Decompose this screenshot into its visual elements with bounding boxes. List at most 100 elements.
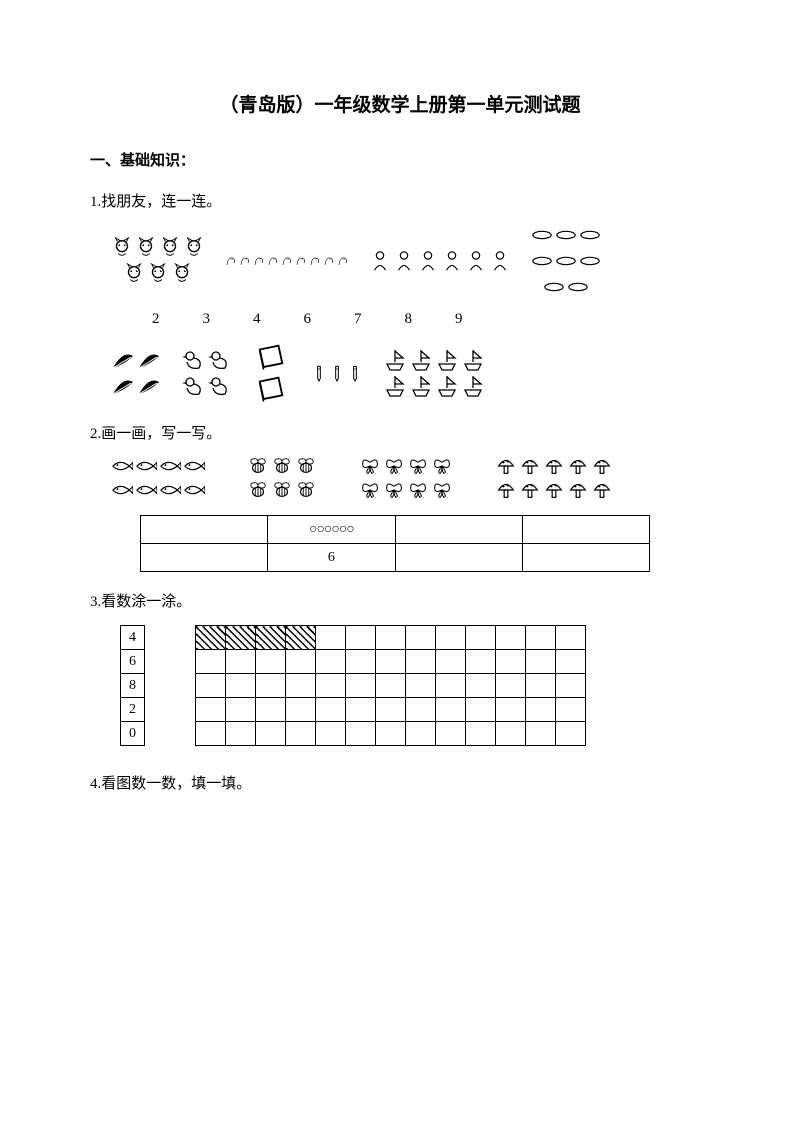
cell: [141, 544, 268, 572]
grid-cell: [316, 650, 346, 674]
grid-cell: [466, 626, 496, 650]
question-3: 3.看数涂一涂。 46820: [90, 590, 710, 746]
grid-cell: [496, 698, 526, 722]
q3-number-cell: 4: [121, 626, 145, 650]
grid-cell: [406, 698, 436, 722]
q4-label: 4.看图数一数，填一填。: [90, 772, 710, 793]
cell: [395, 516, 522, 544]
q1-number: 8: [405, 311, 413, 328]
grid-cell: [526, 626, 556, 650]
grid-cell: [526, 650, 556, 674]
grid-cell: [346, 626, 376, 650]
grid-cell: [196, 722, 226, 746]
cell: [141, 516, 268, 544]
grid-cell: [376, 698, 406, 722]
question-1: 1.找朋友，连一连。 2346789: [90, 190, 710, 404]
grid-cell: [556, 626, 586, 650]
plates-icon: [530, 223, 602, 299]
q1-label: 1.找朋友，连一连。: [90, 190, 710, 211]
page-title: （青岛版）一年级数学上册第一单元测试题: [90, 90, 710, 117]
grid-cell: [376, 674, 406, 698]
table-row: 6: [141, 544, 650, 572]
grid-cell: [316, 722, 346, 746]
grid-cell: [256, 626, 286, 650]
grid-cell: [526, 722, 556, 746]
grid-cell: [526, 698, 556, 722]
grid-cell: [436, 698, 466, 722]
grid-cell: [286, 722, 316, 746]
q2-label: 2.画一画，写一写。: [90, 422, 710, 443]
grid-cell: [256, 674, 286, 698]
grid-cell: [556, 674, 586, 698]
grid-cell: [316, 674, 346, 698]
grid-cell: [466, 722, 496, 746]
grid-cell: [226, 674, 256, 698]
grid-cell: [256, 698, 286, 722]
cell: [395, 544, 522, 572]
grid-cell: [496, 674, 526, 698]
cell: ○○○○○○: [268, 516, 395, 544]
cell: [522, 516, 649, 544]
boats-icon: [382, 348, 486, 398]
q3-label: 3.看数涂一涂。: [90, 590, 710, 611]
q1-number: 6: [304, 311, 312, 328]
bees-icon: [246, 455, 318, 501]
ducks-icon: [180, 348, 232, 398]
grid-cell: [346, 698, 376, 722]
grid-cell: [376, 722, 406, 746]
q2-answer-table: ○○○○○○ 6: [140, 515, 650, 572]
q1-number: 2: [152, 311, 160, 328]
grid-cell: [406, 650, 436, 674]
question-4: 4.看图数一数，填一填。: [90, 772, 710, 793]
grid-cell: [556, 650, 586, 674]
grid-cell: [226, 650, 256, 674]
grid-cell: [376, 650, 406, 674]
grid-cell: [196, 674, 226, 698]
q3-grid: [195, 625, 586, 746]
grid-cell: [436, 722, 466, 746]
section-1-header: 一、基础知识：: [90, 149, 710, 170]
shrimps-icon: [224, 249, 350, 273]
q3-number-cell: 8: [121, 674, 145, 698]
grid-cell: [286, 674, 316, 698]
grid-cell: [556, 722, 586, 746]
grid-cell: [436, 674, 466, 698]
grid-cell: [346, 650, 376, 674]
grid-cell: [406, 722, 436, 746]
grid-cell: [526, 674, 556, 698]
q3-number-cell: 6: [121, 650, 145, 674]
grid-cell: [196, 626, 226, 650]
q3-number-cell: 2: [121, 698, 145, 722]
question-2: 2.画一画，写一写。 ○○○○○○ 6: [90, 422, 710, 572]
q2-image-row: [110, 455, 710, 501]
butterflies-icon: [358, 455, 454, 501]
grid-cell: [256, 722, 286, 746]
cell: [522, 544, 649, 572]
grid-cell: [556, 698, 586, 722]
grid-cell: [196, 698, 226, 722]
q3-number-column: 46820: [120, 625, 145, 746]
grid-cell: [346, 722, 376, 746]
grid-cell: [376, 626, 406, 650]
q1-number: 9: [455, 311, 463, 328]
grid-cell: [226, 722, 256, 746]
fish-icon: [110, 455, 206, 501]
grid-cell: [406, 674, 436, 698]
cell: 6: [268, 544, 395, 572]
cats-icon: [110, 236, 206, 286]
q1-bottom-row: [110, 342, 710, 404]
grid-cell: [316, 698, 346, 722]
q1-number-row: 2346789: [152, 311, 710, 328]
grid-cell: [406, 626, 436, 650]
grid-cell: [226, 626, 256, 650]
grid-cell: [466, 674, 496, 698]
grid-cell: [286, 698, 316, 722]
mushrooms-icon: [494, 455, 614, 501]
grid-cell: [316, 626, 346, 650]
grid-cell: [436, 626, 466, 650]
grid-cell: [496, 722, 526, 746]
grid-cell: [286, 650, 316, 674]
grid-cell: [466, 698, 496, 722]
grid-cell: [256, 650, 286, 674]
q3-number-cell: 0: [121, 722, 145, 746]
